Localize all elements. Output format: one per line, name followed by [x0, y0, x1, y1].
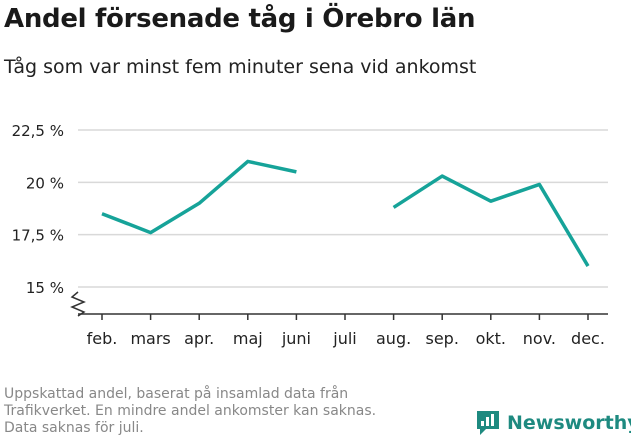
y-tick-label: 15 % — [26, 279, 64, 297]
x-tick-label: nov. — [523, 329, 556, 348]
brand-name: Newsworthy — [507, 412, 631, 434]
x-tick-label: apr. — [184, 329, 214, 348]
footnote-line-1: Uppskattad andel, baserat på insamlad da… — [4, 386, 349, 402]
x-tick-label: juni — [281, 329, 311, 348]
x-tick-label: mars — [130, 329, 170, 348]
line-chart: 15 % 17,5 % 20 % 22,5 % feb. mars apr. maj juni j… — [12, 122, 608, 348]
x-tick-label: juli — [332, 329, 356, 348]
x-tick-label: dec. — [571, 329, 605, 348]
axis-break-icon — [70, 291, 86, 317]
chart-title: Andel försenade tåg i Örebro län — [4, 4, 476, 34]
x-tick-label: maj — [233, 329, 263, 348]
footnote: Uppskattad andel, baserat på insamlad da… — [4, 386, 376, 437]
series-line — [101, 159, 297, 235]
newsworthy-logo-icon — [477, 411, 499, 435]
y-tick-label: 20 % — [26, 174, 64, 192]
y-tick-label: 17,5 % — [12, 227, 64, 245]
chart-subtitle: Tåg som var minst fem minuter sena vid a… — [4, 56, 477, 78]
footnote-line-2: Trafikverket. En mindre andel ankomster … — [4, 403, 377, 419]
footnote-line-3: Data saknas för juli. — [4, 420, 144, 436]
newsworthy-logo: Newsworthy — [475, 408, 631, 438]
series-line — [392, 174, 590, 267]
x-tick-label: sep. — [425, 329, 458, 348]
x-tick-label: okt. — [476, 329, 506, 348]
x-tick-label: feb. — [87, 329, 118, 348]
x-tick-label: aug. — [376, 329, 411, 348]
y-tick-label: 22,5 % — [12, 122, 64, 140]
